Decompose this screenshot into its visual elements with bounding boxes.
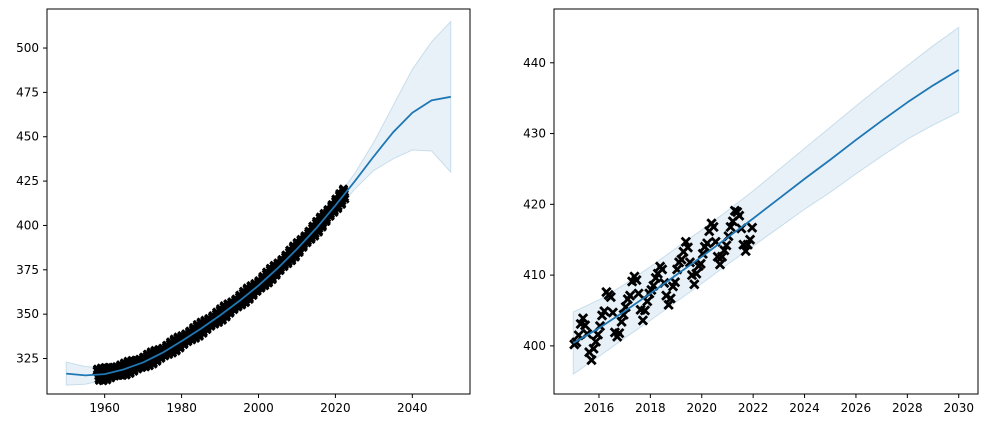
observation-point [708,221,719,233]
observation-point [725,221,736,233]
observation-point [607,307,619,318]
observation-point [734,210,745,221]
observation-point [592,329,604,340]
observation-point [639,305,651,316]
x-tick-label: 2040 [397,401,428,415]
observation-point [614,327,625,339]
observation-point [599,306,610,317]
observation-point [665,293,676,304]
observation-point [590,336,602,347]
observation-point [588,343,599,354]
observation-point [684,257,696,268]
x-tick-label: 2000 [243,401,274,415]
x-tick-label: 1980 [166,401,197,415]
axes-frame [553,8,979,395]
y-tick-label: 350 [16,307,39,321]
observation-point [689,279,700,290]
x-tick-label: 2028 [892,401,923,415]
plot-area [65,20,452,386]
y-tick-label: 500 [16,41,39,55]
x-tick-label: 2018 [635,401,666,415]
y-tick-label: 450 [16,130,39,144]
chart-right: 2016 2018 2020 2022 2024 2026 2028 2030 400 410 42… [523,8,979,415]
observation-point [680,236,692,248]
y-tick-label: 475 [16,85,39,99]
observation-point [695,258,706,269]
observation-point [721,240,732,251]
x-tick-label: 2020 [686,401,717,415]
observation-point [633,288,644,299]
x-tick-label: 1960 [89,401,120,415]
x-tick-label: 2016 [584,401,615,415]
x-tick-label: 2030 [943,401,974,415]
observation-point [631,274,642,286]
y-tick-label: 430 [523,127,546,141]
mean-line [572,69,960,344]
chart-left: 1960 1980 2000 2020 2040 325 350 375 400 425 450 47… [16,8,471,415]
observation-point [716,251,728,262]
plot-area [569,26,960,376]
observation-point [746,222,758,233]
x-tick-label: 2026 [841,401,872,415]
observation-point [620,301,631,313]
observation-point [676,254,687,265]
y-tick-label: 420 [523,197,546,211]
observation-point [740,245,751,257]
observation-point [669,276,681,288]
observation-point [605,291,616,303]
y-tick-label: 440 [523,56,546,70]
observation-point [577,313,589,324]
observation-point [586,354,597,366]
y-tick-label: 400 [523,339,546,353]
observation-point [618,309,629,320]
observation-point [616,316,627,328]
observation-point [663,299,674,311]
observation-point [701,238,713,249]
observation-point [682,242,694,253]
y-tick-label: 410 [523,268,546,282]
observation-point [624,290,636,301]
y-tick-label: 375 [16,263,39,277]
x-tick-label: 2024 [789,401,820,415]
mean-line [66,95,451,377]
observation-point [697,248,708,260]
observation-point [691,268,702,279]
y-tick-label: 400 [16,218,39,232]
y-tick-label: 325 [16,352,39,366]
observation-point [656,264,668,275]
observation-point [714,259,726,270]
observation-point [579,320,591,331]
observation-point [744,234,756,245]
x-tick-label: 2022 [738,401,769,415]
x-tick-label: 2020 [320,401,351,415]
observation-point [637,315,649,326]
y-tick-label: 425 [16,174,39,188]
